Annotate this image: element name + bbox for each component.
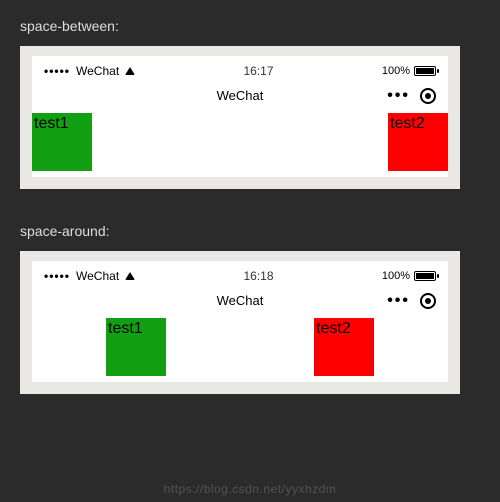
flex-row-between: test1 test2 (32, 113, 448, 177)
phone-screen: ••••• WeChat 16:17 100% WeChat ••• test1 (32, 56, 448, 177)
clock: 16:17 (243, 64, 273, 78)
phone-frame: ••••• WeChat 16:18 100% WeChat ••• test1 (20, 251, 460, 394)
nav-bar: WeChat ••• (32, 287, 448, 318)
box-test1: test1 (32, 113, 92, 171)
wifi-icon (125, 67, 135, 75)
section-label: space-around: (20, 223, 480, 239)
box-test1: test1 (106, 318, 166, 376)
target-icon[interactable] (420, 88, 436, 104)
status-right: 100% (382, 65, 436, 77)
nav-bar: WeChat ••• (32, 82, 448, 113)
signal-dots-icon: ••••• (44, 64, 70, 78)
carrier-label: WeChat (76, 269, 119, 283)
watermark: https://blog.csdn.net/yyxhzdm (164, 482, 337, 496)
battery-percent: 100% (382, 270, 410, 282)
nav-title: WeChat (217, 293, 264, 308)
battery-icon (414, 271, 436, 281)
phone-screen: ••••• WeChat 16:18 100% WeChat ••• test1 (32, 261, 448, 382)
box-test2: test2 (314, 318, 374, 376)
status-bar: ••••• WeChat 16:17 100% (32, 56, 448, 82)
signal-dots-icon: ••••• (44, 269, 70, 283)
status-bar: ••••• WeChat 16:18 100% (32, 261, 448, 287)
battery-percent: 100% (382, 65, 410, 77)
status-left: ••••• WeChat (44, 269, 135, 283)
nav-actions: ••• (387, 88, 436, 104)
flex-row-around: test1 test2 (32, 318, 448, 382)
clock: 16:18 (243, 269, 273, 283)
status-right: 100% (382, 270, 436, 282)
wifi-icon (125, 272, 135, 280)
section-space-between: space-between: ••••• WeChat 16:17 100% W… (20, 18, 480, 189)
nav-title: WeChat (217, 88, 264, 103)
phone-frame: ••••• WeChat 16:17 100% WeChat ••• test1 (20, 46, 460, 189)
target-icon[interactable] (420, 293, 436, 309)
carrier-label: WeChat (76, 64, 119, 78)
section-label: space-between: (20, 18, 480, 34)
nav-actions: ••• (387, 293, 436, 309)
box-test2: test2 (388, 113, 448, 171)
status-left: ••••• WeChat (44, 64, 135, 78)
section-space-around: space-around: ••••• WeChat 16:18 100% We… (20, 223, 480, 394)
battery-icon (414, 66, 436, 76)
